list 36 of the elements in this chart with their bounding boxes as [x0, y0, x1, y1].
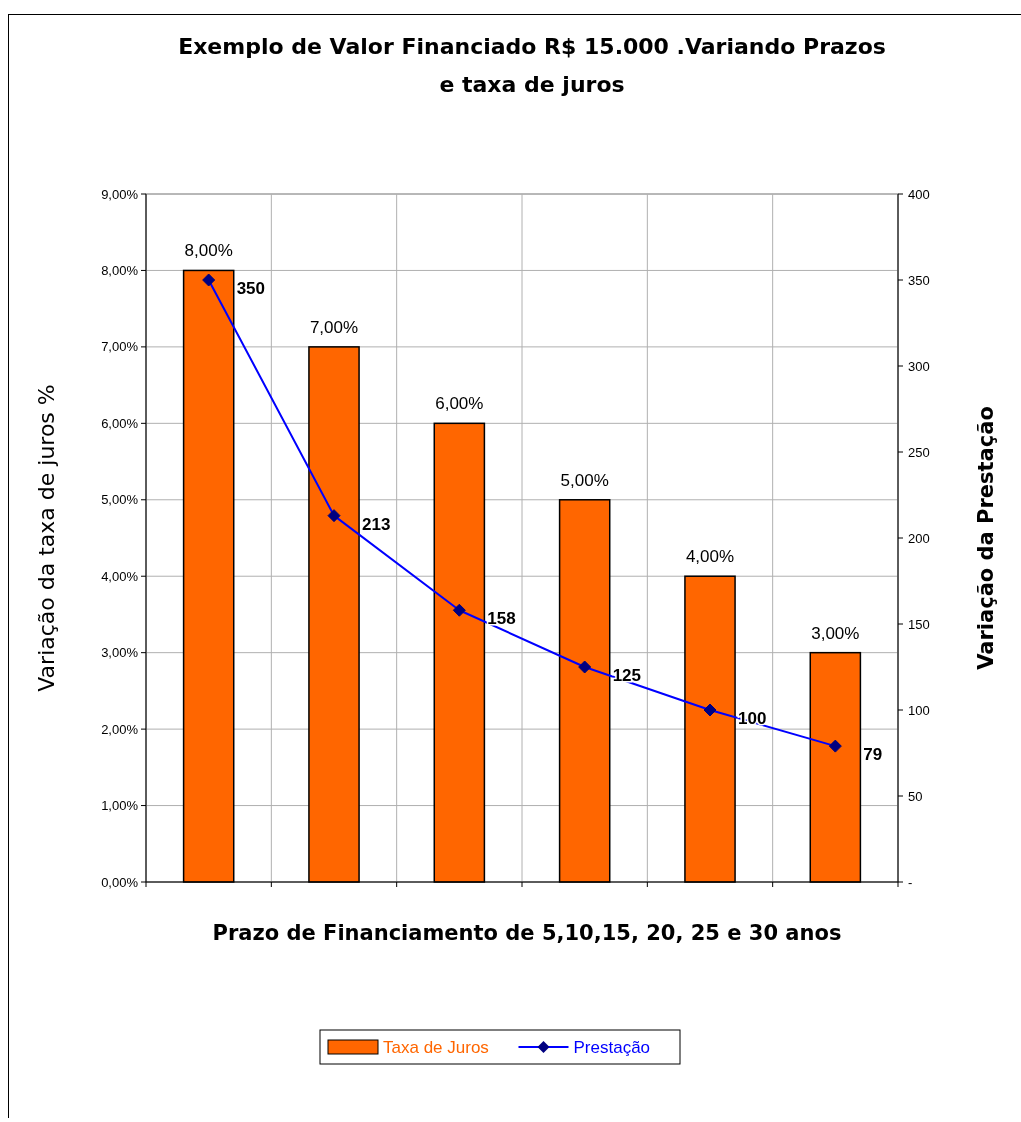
legend-label: Prestação [573, 1038, 651, 1057]
y2-tick-label: 400 [908, 186, 930, 202]
chart-title: Exemplo de Valor Financiado R$ 15.000 .Variando Prazos e taxa de juros [178, 34, 886, 97]
data-label: 6,00% [435, 394, 484, 414]
y-tick-label: 1,00% [101, 798, 139, 814]
y-tick-label: 6,00% [101, 415, 139, 431]
y-tick-label: 5,00% [101, 492, 139, 508]
y2-tick-label: 250 [908, 444, 930, 460]
y-tick-label: 8,00% [101, 262, 139, 278]
data-label: 213 [362, 514, 391, 534]
data-label: 158 [487, 609, 516, 629]
y-tick-label: 2,00% [101, 721, 139, 737]
y2-tick-label: 350 [908, 272, 930, 288]
data-label: 125 [612, 666, 642, 685]
y-tick-label: 0,00% [101, 874, 139, 890]
y2-axis-title: Variação da Prestação [974, 406, 998, 670]
data-label: 5,00% [560, 470, 609, 490]
y-tick-label: 3,00% [101, 645, 139, 661]
y2-tick-label: - [908, 874, 913, 890]
y2-tick-label: 200 [908, 530, 930, 546]
y2-tick-label: 50 [908, 788, 923, 804]
y2-tick-label: 150 [908, 616, 930, 632]
data-label: 350 [236, 279, 266, 298]
y2-tick-label: 100 [908, 702, 930, 718]
data-label: 3,00% [811, 623, 860, 643]
y-axis-title: Variação da taxa de juros % [34, 384, 59, 692]
y-tick-label: 4,00% [101, 568, 139, 584]
legend-label: Taxa de Juros [383, 1038, 489, 1057]
data-label: 8,00% [184, 241, 233, 261]
data-label: 7,00% [309, 317, 359, 337]
data-label: 79 [863, 745, 883, 765]
y-tick-label: 7,00% [101, 339, 139, 355]
y-tick-label: 9,00% [101, 186, 139, 202]
y2-tick-label: 300 [908, 358, 930, 374]
x-axis-title: Prazo de Financiamento de 5,10,15, 20, 25 e 30 anos [212, 921, 842, 945]
data-label: 4,00% [685, 547, 735, 567]
